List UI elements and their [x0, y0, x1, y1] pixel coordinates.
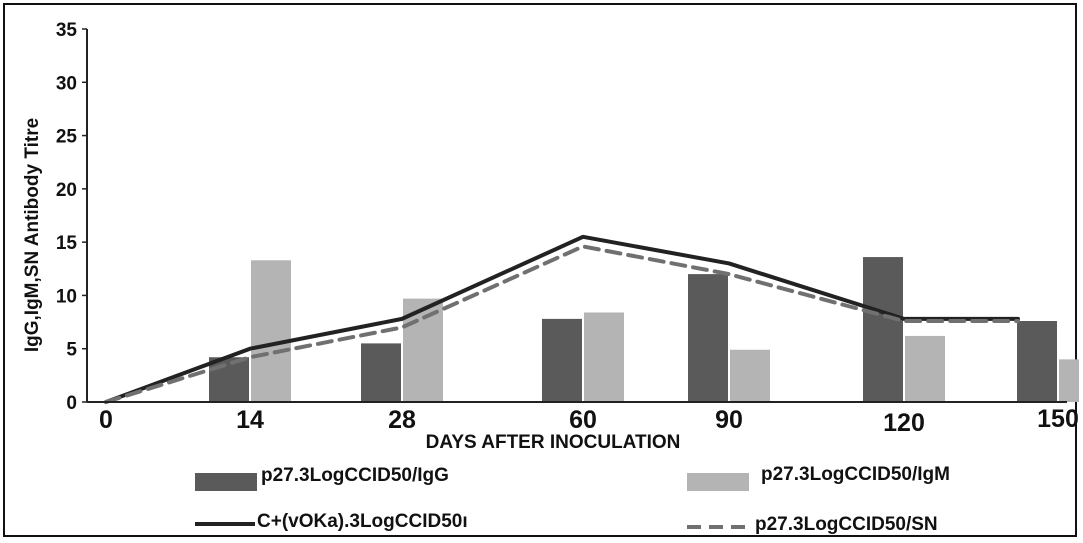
x-tick-label: 90 — [715, 406, 743, 434]
line-vok-series — [104, 234, 1020, 404]
bar-igm — [251, 260, 291, 402]
legend: p27.3LogCCID50/IgG p27.3LogCCID50/IgM C+(v… — [195, 464, 950, 535]
x-tick-label: 150 — [1037, 405, 1079, 433]
x-tick-label: 28 — [388, 406, 416, 434]
legend-swatch — [195, 473, 257, 491]
y-tick-label: 10 — [56, 286, 77, 307]
y-tick-label: 5 — [66, 340, 77, 361]
x-axis-title: DAYS AFTER INOCULATION — [426, 432, 681, 453]
y-tick-label: 0 — [66, 393, 77, 414]
y-tick-label: 25 — [56, 127, 78, 148]
x-tick-label: 14 — [236, 406, 264, 434]
bar-igm — [584, 312, 624, 402]
bar-igg — [688, 274, 728, 402]
bar-igm — [905, 335, 945, 402]
y-tick-label: 30 — [56, 73, 77, 94]
y-tick-label: 15 — [56, 233, 78, 254]
antibody-titre-chart: 0 5 10 15 20 25 30 35 0 14 28 60 90 120 150 DAYS AFTE… — [22, 20, 1079, 535]
legend-swatch — [687, 473, 749, 491]
bar-igg — [542, 318, 582, 402]
x-tick-label: 120 — [883, 409, 925, 437]
y-tick-label: 35 — [56, 20, 78, 41]
bar-igg — [863, 257, 903, 402]
bar-igg — [361, 343, 401, 402]
y-axis-title: IgG,IgM,SN Antibody Titre — [22, 118, 43, 352]
legend-label: p27.3LogCCID50/IgG — [261, 465, 449, 486]
bar-igg — [209, 357, 249, 402]
x-tick-label: 60 — [569, 406, 597, 434]
legend-label: C+(vOKa).3LogCCID50ı — [257, 511, 468, 532]
bar-igm — [1059, 359, 1079, 402]
legend-label: p27.3LogCCID50/SN — [755, 514, 938, 535]
bar-igg — [1017, 321, 1057, 402]
legend-label: p27.3LogCCID50/IgM — [761, 464, 950, 485]
chart-frame: 0 5 10 15 20 25 30 35 0 14 28 60 90 120 150 DAYS AFTE… — [3, 3, 1079, 537]
x-tick-label: 0 — [99, 406, 113, 434]
y-tick-label: 20 — [56, 180, 77, 201]
bar-igm — [730, 349, 770, 402]
